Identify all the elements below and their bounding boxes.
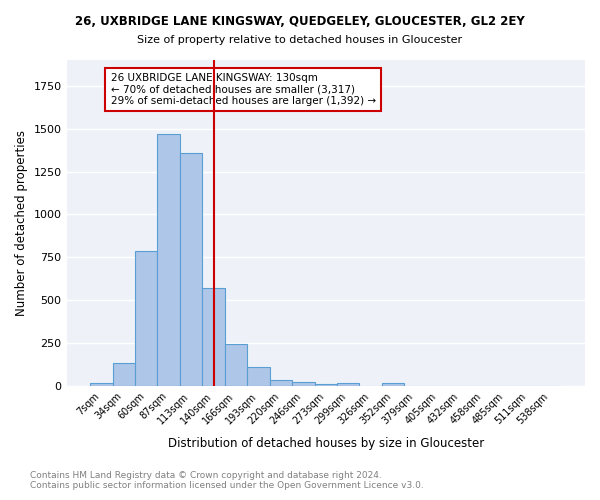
Bar — [157, 134, 180, 386]
Bar — [269, 380, 292, 386]
Bar — [202, 288, 225, 386]
Bar — [382, 382, 404, 386]
Y-axis label: Number of detached properties: Number of detached properties — [15, 130, 28, 316]
Bar — [292, 382, 314, 386]
X-axis label: Distribution of detached houses by size in Gloucester: Distribution of detached houses by size … — [167, 437, 484, 450]
Bar — [113, 363, 135, 386]
Bar — [337, 383, 359, 386]
Text: 26 UXBRIDGE LANE KINGSWAY: 130sqm
← 70% of detached houses are smaller (3,317)
2: 26 UXBRIDGE LANE KINGSWAY: 130sqm ← 70% … — [110, 73, 376, 106]
Bar — [225, 344, 247, 386]
Text: Contains HM Land Registry data © Crown copyright and database right 2024.
Contai: Contains HM Land Registry data © Crown c… — [30, 470, 424, 490]
Bar — [135, 252, 157, 386]
Text: 26, UXBRIDGE LANE KINGSWAY, QUEDGELEY, GLOUCESTER, GL2 2EY: 26, UXBRIDGE LANE KINGSWAY, QUEDGELEY, G… — [75, 15, 525, 28]
Bar — [180, 152, 202, 386]
Bar — [90, 383, 113, 386]
Bar — [247, 366, 269, 386]
Text: Size of property relative to detached houses in Gloucester: Size of property relative to detached ho… — [137, 35, 463, 45]
Bar — [314, 384, 337, 386]
